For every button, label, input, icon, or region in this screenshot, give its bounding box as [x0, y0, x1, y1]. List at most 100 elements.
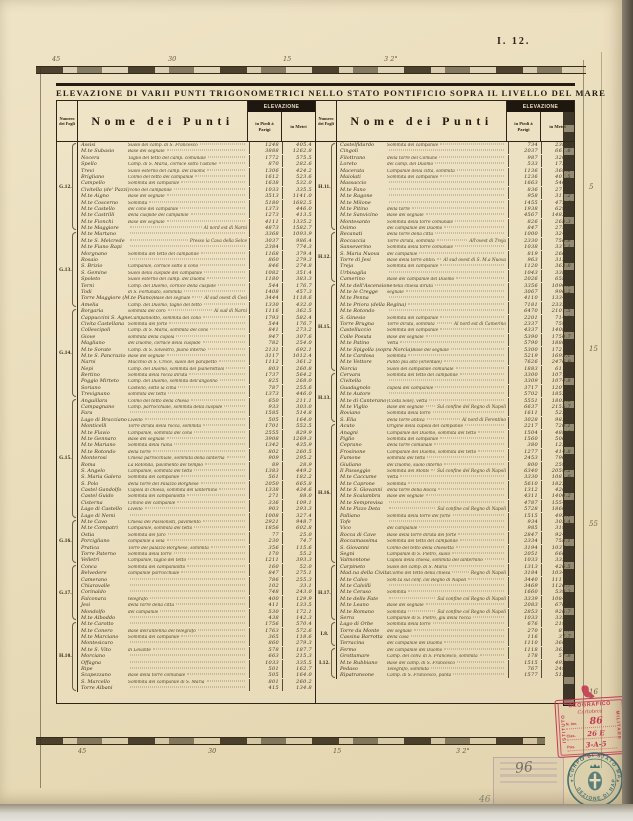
point-detail: Base della torre diruta del forte	[387, 532, 457, 538]
foglio-label: G.16.	[59, 538, 72, 545]
point-detail: della cuspide del campanile	[128, 213, 189, 219]
cell-metri: 311.2	[541, 193, 574, 200]
point-detail: del campanile	[387, 526, 418, 532]
point-note: Al sud ovest di S. M.a Nuova	[443, 258, 506, 264]
fogli-cell: H.13.	[316, 372, 337, 424]
cell-nome: Terni Camp. del Duomo, cornice della cusp…	[78, 283, 249, 289]
cell-piedi: 356	[249, 544, 282, 551]
fogli-cell: G.15.	[57, 397, 78, 520]
cell-piedi: 909	[249, 455, 282, 462]
table-row: Il Passeggio Sommità del Monte Sul confine…	[337, 467, 574, 474]
table-row: M.te Aigno Base del segnale 3513 1141.0	[78, 193, 315, 200]
table-row: Ripe 501 162.7	[78, 666, 315, 673]
cell-nome: Carpineto Suolo del camp. di S. Maria	[337, 564, 508, 570]
cell-nome: Scapezzano Base della torre comunale	[78, 672, 249, 678]
point-name: M.te Coscerno	[81, 199, 119, 206]
document-sheet: I. 12. 45 30 15 3 2° 45 30 15 3 2° 5 15 55 16 ELEVA…	[0, 0, 622, 804]
point-detail: Sommità del forte	[128, 321, 168, 327]
cell-piedi: 836	[508, 186, 541, 193]
cell-piedi: 1082	[249, 269, 282, 276]
table-row: Soriano Castello, sotto la cima 787 255.6	[78, 384, 315, 391]
table-row: Filottrano della torre del Comune 987 320.6	[337, 154, 574, 161]
cell-piedi: 1313	[508, 563, 541, 570]
dot-leader	[458, 533, 504, 535]
cell-metri: 1483.4	[541, 212, 574, 219]
dot-leader	[389, 501, 504, 503]
cell-metri: 1034.2	[541, 570, 574, 577]
point-name: M.te Calvo	[340, 576, 368, 583]
dot-leader	[405, 290, 504, 292]
cell-nome: Nocera Taglio del tetto del camp. comunal…	[78, 155, 249, 161]
point-detail: Livello	[128, 417, 143, 423]
cell-nome: Chiaravalle	[78, 583, 249, 589]
cell-metri: 275.1	[541, 225, 574, 232]
foglio-label: G.17.	[59, 589, 72, 596]
table-row: Guadagnolo cupola del campanile 3717 1207.3	[337, 384, 574, 391]
cell-piedi: 787	[249, 384, 282, 391]
cell-nome: M.te dell'Ascensione della chiesa diruta	[337, 283, 508, 289]
point-detail: del campanile	[387, 251, 418, 257]
dot-leader	[190, 399, 245, 401]
point-detail: del campanile del Duomo	[387, 641, 443, 647]
point-detail: Torre diruta, sommità	[387, 238, 435, 244]
cell-nome: M.te Cardosa Sommità	[337, 353, 508, 359]
cell-nome: M.te Caccume Vetta	[337, 474, 508, 480]
point-name: Mondolfo	[81, 608, 106, 615]
fogli-cell: H.10.	[57, 621, 78, 692]
cell-nome: Guadagnolo cupola del campanile	[337, 385, 508, 391]
point-detail: della torre del Palazzo Borghese	[128, 481, 199, 487]
point-detail: cupola del campanile	[387, 385, 434, 391]
cell-metri: 320.6	[541, 154, 574, 161]
point-detail: Camp. di S. Maria, sommità del cono	[128, 328, 209, 334]
dot-leader	[130, 578, 245, 580]
cell-piedi: 1116	[249, 308, 282, 315]
table-row: M.te Fionchi Base del segnale 4111 1335.2	[78, 218, 315, 225]
dot-leader	[459, 539, 504, 541]
point-name: Anagni	[340, 429, 358, 436]
dot-leader	[144, 507, 245, 509]
dot-leader	[408, 482, 504, 484]
table-row: Serra Campanile di S. Pietro, giù della r…	[337, 614, 574, 621]
cell-nome: Torre Paterno Sommità della torre	[78, 551, 249, 557]
foglio-label: H.10.	[59, 653, 72, 660]
foglio-label: H.11.	[318, 183, 331, 190]
dot-leader	[130, 667, 245, 669]
cell-nome: M.te S. Giovanni della torre della Rocca	[337, 487, 508, 493]
table-row: M.te Sanvicino Base del segnale 4567 1483.4	[337, 212, 574, 219]
cell-nome: M.te Martano	[78, 231, 249, 237]
point-name: Guadagnolo	[340, 384, 371, 391]
table-row: Mad.na della Civita Colmo del tetto della…	[337, 570, 574, 577]
table-row: Spello Camp. di S. Maria, cornice sotto l…	[78, 161, 315, 168]
dot-leader	[187, 494, 245, 496]
column-header-fogli: Numero dei Fogli	[57, 101, 78, 141]
cell-metri: 552.5	[282, 423, 315, 430]
table-row: Falconara telegrafo 400 129.9	[78, 595, 315, 602]
foglio-label: G.14.	[59, 349, 72, 356]
dot-leader	[224, 405, 245, 407]
point-detail: Base della torre antica	[387, 258, 436, 264]
dot-leader	[432, 622, 504, 624]
point-detail: sommità del tetto	[387, 456, 426, 462]
cell-nome: S. Marcello Sommità del campanile di S. M…	[78, 679, 249, 685]
cell-nome: M.te Scalambra Base del segnale	[337, 493, 508, 499]
dot-leader	[152, 450, 245, 452]
cell-piedi: 2847	[508, 531, 541, 538]
point-detail: Camp. del Duomo, sommità del pianerottol…	[128, 366, 225, 372]
point-name: Brigliano	[81, 173, 105, 180]
cell-metri: 720.1	[541, 423, 574, 430]
table-row: S. Maria Nuova del campanile 819 266.0	[337, 250, 574, 257]
point-detail: Base della torre comunale	[128, 673, 186, 679]
point-name: Offagna	[81, 659, 102, 666]
group-brace	[72, 309, 76, 397]
dot-leader	[389, 584, 504, 586]
cell-nome: M.te Vettore Punto più alto (orientale)	[337, 359, 508, 365]
dot-leader	[130, 590, 245, 592]
cell-nome: Ceprano della torre comunale	[337, 442, 508, 448]
cell-nome: Osimo del campanile del Duomo	[337, 225, 508, 231]
cell-metri: 948.7	[282, 519, 315, 526]
table-row: Torre di Jesi Base della torre antica Al s…	[337, 257, 574, 264]
point-detail: telegrafo	[128, 596, 148, 602]
point-name: M.te Carotto	[81, 621, 114, 628]
cell-piedi: 860	[249, 257, 282, 264]
cell-nome: M.te Mariano Sommità della ruina	[78, 442, 249, 448]
